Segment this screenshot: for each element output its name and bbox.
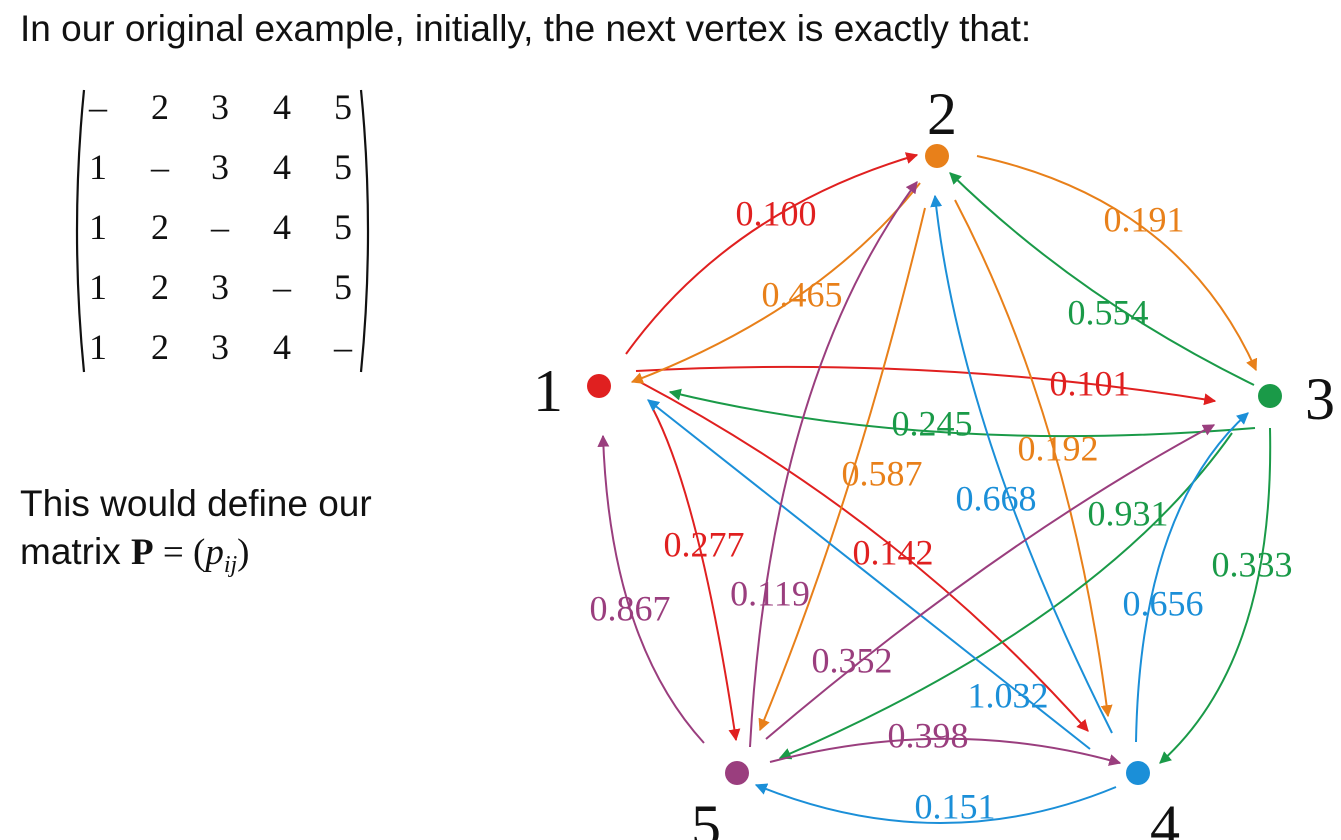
vertex-4 (1126, 761, 1150, 785)
matrix-symbol: P (131, 532, 154, 573)
edge-5-to-1 (597, 434, 705, 744)
vertex-5 (725, 761, 749, 785)
matrix-row: 1 2 3 – 5 (70, 266, 375, 326)
matrix-cell: 4 (273, 147, 291, 187)
matrix-cell: – (151, 147, 169, 187)
edge-label-3-to-2: 0.554 (1068, 292, 1149, 332)
matrix-cell: 2 (151, 267, 169, 307)
edge-label-1-to-3: 0.101 (1050, 363, 1131, 403)
matrix-cell: 3 (211, 87, 229, 127)
matrix-brackets (75, 89, 370, 373)
vertex-3 (1258, 384, 1282, 408)
vertex-label-5: 5 (691, 793, 721, 840)
matrix-cell: 5 (334, 87, 352, 127)
matrix-cell: 4 (273, 327, 291, 367)
edge-label-4-to-1: 1.032 (968, 675, 1049, 715)
edge-label-2-to-1: 0.465 (762, 274, 843, 314)
edge-4-to-3 (1135, 412, 1249, 743)
matrix-cell: 3 (211, 147, 229, 187)
matrix-row: 1 – 3 4 5 (70, 146, 375, 206)
matrix-cell: 3 (211, 267, 229, 307)
matrix-cell: 1 (89, 327, 107, 367)
matrix-row: 1 2 3 4 – (70, 326, 375, 386)
matrix-note: This would define our matrix P = (pij) (20, 480, 372, 589)
matrix-cell: 5 (334, 147, 352, 187)
note-line-1: This would define our (20, 483, 372, 524)
matrix-cell: 4 (273, 207, 291, 247)
matrix-cell: 5 (334, 267, 352, 307)
edge-4-to-2 (930, 194, 1113, 734)
matrix-row: 1 2 – 4 5 (70, 206, 375, 266)
edge-label-4-to-5: 0.151 (915, 786, 996, 826)
edge-label-5-to-4: 0.398 (888, 715, 969, 755)
intro-text: In our original example, initially, the … (20, 8, 1032, 49)
vertex-label-2: 2 (927, 81, 957, 147)
edge-label-2-to-3: 0.191 (1104, 199, 1185, 239)
matrix-cell: 3 (211, 327, 229, 367)
matrix-cell: 2 (151, 207, 169, 247)
edge-label-2-to-4: 0.192 (1018, 428, 1099, 468)
vertex-label-1: 1 (533, 358, 563, 424)
edge-label-5-to-2: 0.119 (730, 573, 810, 613)
vertex-2 (925, 144, 949, 168)
edge-1-to-2 (625, 152, 919, 355)
edge-3-to-4 (1159, 427, 1272, 764)
matrix-cell: – (334, 327, 352, 367)
edge-label-4-to-3: 0.656 (1123, 583, 1204, 623)
edge-5-to-4 (769, 737, 1122, 766)
edge-1-to-3 (635, 365, 1217, 406)
note-line-2: matrix P = (pij) (20, 531, 250, 578)
vertex-1 (587, 374, 611, 398)
matrix: – 2 3 4 5 1 – 3 4 5 1 2 – 4 5 1 2 3 – 5 1 2 3 4 – (70, 86, 375, 376)
edge-4-to-1 (647, 399, 1091, 750)
edge-5-to-2 (749, 181, 918, 748)
edge-label-5-to-3: 0.352 (812, 640, 893, 680)
matrix-cell: 2 (151, 87, 169, 127)
matrix-cell: 4 (273, 87, 291, 127)
edge-label-3-to-1: 0.245 (892, 403, 973, 443)
edge-label-5-to-1: 0.867 (590, 588, 671, 628)
matrix-cell: 1 (89, 207, 107, 247)
edge-label-1-to-2: 0.100 (736, 193, 817, 233)
edge-2-to-5 (758, 207, 926, 732)
matrix-cell: 5 (334, 207, 352, 247)
edge-4-to-5 (754, 783, 1117, 824)
edge-label-4-to-2: 0.668 (956, 478, 1037, 518)
edge-2-to-4 (954, 199, 1113, 718)
edge-label-2-to-5: 0.587 (842, 453, 923, 493)
matrix-cell: 1 (89, 147, 107, 187)
edge-label-1-to-4: 0.142 (853, 532, 934, 572)
edge-1-to-5 (652, 408, 741, 742)
edge-3-to-1 (668, 388, 1256, 438)
matrix-cell: – (89, 87, 107, 127)
edge-2-to-3 (976, 155, 1258, 372)
matrix-cell: – (273, 267, 291, 307)
matrix-cell: 2 (151, 327, 169, 367)
edge-5-to-3 (765, 424, 1216, 740)
vertex-label-3: 3 (1305, 366, 1335, 432)
matrix-cell: – (211, 207, 229, 247)
edge-label-3-to-5: 0.931 (1088, 493, 1169, 533)
edge-3-to-2 (949, 172, 1255, 386)
matrix-cell: 1 (89, 267, 107, 307)
edge-label-3-to-4: 0.333 (1212, 544, 1293, 584)
edge-label-1-to-5: 0.277 (664, 524, 745, 564)
edge-1-to-4 (639, 381, 1089, 732)
edge-2-to-1 (630, 182, 921, 384)
matrix-row: – 2 3 4 5 (70, 86, 375, 146)
vertex-label-4: 4 (1150, 793, 1180, 840)
